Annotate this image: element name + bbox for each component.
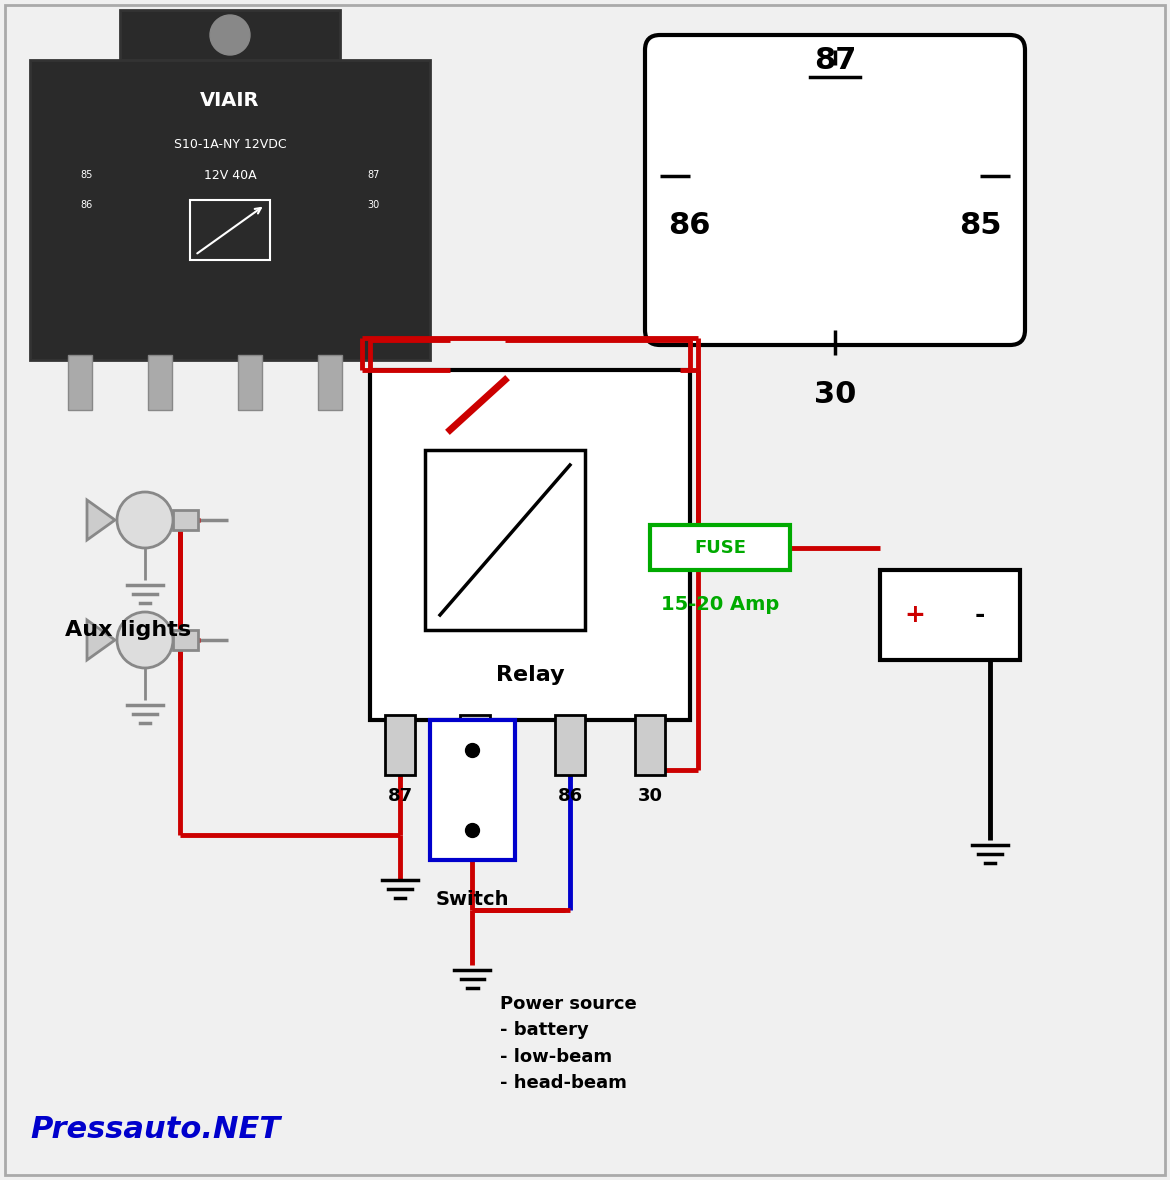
Circle shape	[117, 492, 173, 548]
Text: FUSE: FUSE	[694, 538, 746, 557]
Text: Power source
- battery
- low-beam
- head-beam: Power source - battery - low-beam - head…	[500, 995, 636, 1093]
Bar	[190, 199, 270, 260]
Text: 30: 30	[638, 787, 662, 805]
Text: 30: 30	[814, 380, 856, 409]
Bar	[173, 630, 198, 650]
Bar	[30, 60, 431, 360]
Bar	[460, 715, 490, 775]
Text: 85: 85	[959, 211, 1002, 240]
Text: 85: 85	[462, 787, 488, 805]
Bar	[121, 9, 340, 60]
Text: 86: 86	[557, 787, 583, 805]
Text: 12V 40A: 12V 40A	[204, 169, 256, 182]
Text: 87: 87	[367, 170, 380, 181]
Bar	[425, 450, 585, 630]
Text: +: +	[904, 603, 925, 627]
Text: 85: 85	[80, 170, 92, 181]
Text: 30: 30	[367, 199, 380, 210]
Bar	[651, 525, 790, 570]
Text: 87: 87	[814, 46, 856, 76]
Bar	[238, 355, 262, 409]
Polygon shape	[87, 620, 115, 660]
Polygon shape	[87, 500, 115, 540]
Bar	[385, 715, 415, 775]
Bar	[635, 715, 665, 775]
Text: Aux lights: Aux lights	[66, 620, 191, 640]
Text: -: -	[975, 603, 985, 627]
Bar	[318, 355, 342, 409]
Text: VIAIR: VIAIR	[200, 91, 260, 110]
FancyBboxPatch shape	[645, 35, 1025, 345]
Bar	[370, 371, 690, 720]
Text: Pressauto.NET: Pressauto.NET	[30, 1115, 280, 1145]
Circle shape	[209, 15, 250, 55]
Text: 87: 87	[387, 787, 413, 805]
Bar	[880, 570, 1020, 660]
Text: Switch: Switch	[435, 890, 509, 909]
Bar	[173, 510, 198, 530]
Text: Relay: Relay	[496, 666, 564, 686]
Bar	[555, 715, 585, 775]
Text: 86: 86	[668, 211, 710, 240]
Circle shape	[117, 612, 173, 668]
Text: 86: 86	[80, 199, 92, 210]
Bar	[431, 720, 515, 860]
Text: S10-1A-NY 12VDC: S10-1A-NY 12VDC	[173, 138, 287, 151]
Bar	[68, 355, 92, 409]
Bar	[147, 355, 172, 409]
Text: 15-20 Amp: 15-20 Amp	[661, 595, 779, 614]
